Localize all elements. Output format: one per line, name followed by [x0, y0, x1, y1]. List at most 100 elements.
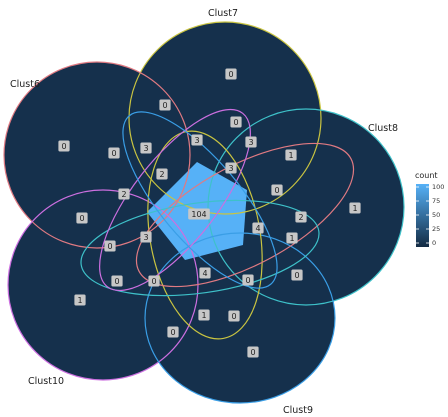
- region-count-box: [199, 267, 211, 279]
- region-count-label: 2: [295, 211, 307, 223]
- outline-clust7: [128, 21, 322, 215]
- region-count-label: 2: [118, 188, 130, 200]
- region-count-text: 3: [194, 136, 199, 145]
- region-count-label: 0: [76, 212, 88, 224]
- region-count-text: 4: [255, 224, 260, 233]
- region-count-box: [271, 184, 283, 196]
- region-count-box: [191, 134, 203, 146]
- region-count-box: [118, 188, 130, 200]
- region-count-label: 0: [58, 140, 70, 152]
- region-count-label: 0: [291, 269, 303, 281]
- set-label-clust10: Clust10: [28, 376, 64, 387]
- region-labels: 0 1 0 1 0 0 0 1 0 0 0 0 3 3 3 2 3 1 0 2 1 4 0 0 4 0 0 0 2 3 104: [58, 68, 361, 358]
- region-count-box: [111, 275, 123, 287]
- region-count-label: 0: [159, 99, 171, 111]
- region-count-text: 0: [114, 277, 119, 286]
- legend-tick-0: 0: [432, 239, 436, 247]
- region-count-label: 0: [148, 275, 160, 287]
- region-count-box: [148, 275, 160, 287]
- region-count-box: [228, 310, 240, 322]
- region-count-label: 0: [230, 116, 242, 128]
- legend: count 100 75 50: [415, 171, 444, 247]
- region-count-box: [159, 99, 171, 111]
- region-count-text: 0: [250, 348, 255, 357]
- region-count-text: 0: [274, 186, 279, 195]
- region-count-label: 0: [242, 274, 254, 286]
- region-count-box: [76, 212, 88, 224]
- region-count-label: 3: [191, 134, 203, 146]
- region-count-text: 2: [121, 190, 126, 199]
- region-count-label: 3: [140, 231, 152, 243]
- region-count-text: 0: [107, 242, 112, 251]
- region-count-box: [188, 208, 210, 220]
- region-count-text: 0: [111, 149, 116, 158]
- region-count-label: 1: [349, 202, 361, 214]
- region-count-label: 104: [188, 208, 210, 220]
- region-count-text: 104: [191, 210, 206, 219]
- legend-title: count: [415, 171, 438, 180]
- legend-ticks: [416, 186, 429, 244]
- region-count-label: 1: [198, 309, 210, 321]
- outline-clust8: [207, 108, 405, 306]
- region-count-label: 3: [245, 136, 257, 148]
- region-count-label: 3: [140, 142, 152, 154]
- region-count-box: [285, 149, 297, 161]
- region-count-box: [156, 168, 168, 180]
- region-count-text: 1: [289, 234, 294, 243]
- region-count-box: [108, 147, 120, 159]
- region-count-box: [104, 240, 116, 252]
- region-count-box: [225, 68, 237, 80]
- set-label-clust8: Clust8: [368, 123, 398, 134]
- region-count-box: [140, 231, 152, 243]
- region-count-text: 0: [61, 142, 66, 151]
- region-count-label: 0: [108, 147, 120, 159]
- region-count-label: 0: [247, 346, 259, 358]
- region-count-text: 3: [228, 164, 233, 173]
- region-count-text: 0: [231, 312, 236, 321]
- region-count-box: [74, 294, 86, 306]
- legend-tick-100: 100: [432, 183, 444, 191]
- set-label-clust6: Clust6: [10, 79, 40, 90]
- set-label-clust7: Clust7: [208, 8, 238, 19]
- region-count-box: [242, 274, 254, 286]
- region-count-box: [140, 142, 152, 154]
- region-count-box: [349, 202, 361, 214]
- region-count-label: 1: [286, 232, 298, 244]
- outline-clust9: [144, 232, 336, 404]
- region-count-text: 2: [159, 170, 164, 179]
- region-count-label: 0: [271, 184, 283, 196]
- region-count-text: 1: [77, 296, 82, 305]
- region-count-label: 0: [228, 310, 240, 322]
- region-count-box: [225, 162, 237, 174]
- region-count-text: 1: [288, 151, 293, 160]
- region-count-text: 0: [170, 328, 175, 337]
- region-count-label: 0: [111, 275, 123, 287]
- region-count-box: [286, 232, 298, 244]
- set-label-clust9: Clust9: [283, 405, 313, 416]
- region-count-box: [167, 326, 179, 338]
- region-count-box: [291, 269, 303, 281]
- legend-tick-75: 75: [432, 197, 440, 205]
- region-count-box: [58, 140, 70, 152]
- region-count-label: 1: [74, 294, 86, 306]
- set-labels: Clust7 Clust8 Clust9 Clust10 Clust6: [10, 8, 398, 416]
- region-count-text: 3: [143, 233, 148, 242]
- region-count-text: 0: [162, 101, 167, 110]
- region-count-box: [245, 136, 257, 148]
- region-count-box: [252, 222, 264, 234]
- region-count-box: [230, 116, 242, 128]
- region-count-label: 2: [156, 168, 168, 180]
- region-count-text: 0: [79, 214, 84, 223]
- region-count-label: 0: [104, 240, 116, 252]
- set-outlines: [3, 21, 405, 404]
- legend-colorbar: [416, 184, 429, 247]
- region-count-label: 3: [225, 162, 237, 174]
- region-count-text: 0: [233, 118, 238, 127]
- petal-outline-clust10: [99, 108, 251, 292]
- legend-tick-25: 25: [432, 225, 440, 233]
- legend-tick-50: 50: [432, 211, 440, 219]
- region-count-box: [247, 346, 259, 358]
- set-shape-clust9: [145, 233, 335, 403]
